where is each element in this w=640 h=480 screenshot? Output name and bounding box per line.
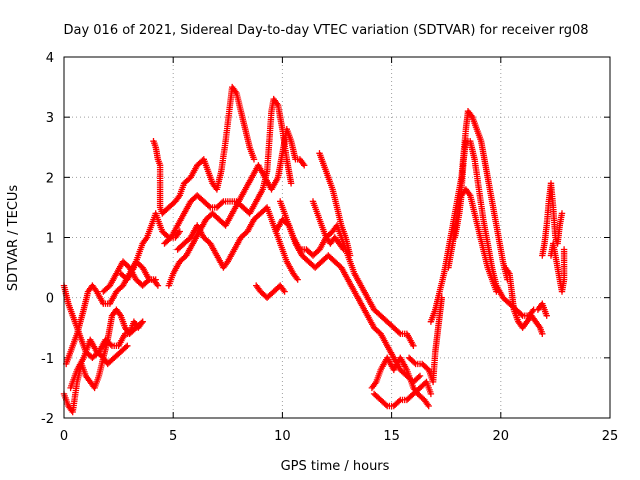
data-point [411,359,418,366]
plot-frame [63,56,611,419]
data-point [416,372,424,380]
data-point [107,341,114,348]
data-point [543,312,550,319]
x-axis-ticks: 0 5 10 15 20 25 [60,57,618,444]
data-point [294,276,301,283]
y-axis-label: SDTVAR / TECUs [6,185,21,292]
y-tick-label: 4 [46,51,54,66]
data-point [539,330,546,337]
x-tick-label: 5 [169,429,177,444]
data-point [152,276,159,283]
data-point [250,156,258,163]
chart-title: Day 016 of 2021, Sidereal Day-to-day VTE… [63,23,588,38]
data-point [395,329,403,336]
data-point [281,288,288,295]
y-tick-label: 1 [46,232,54,247]
data-point [410,342,417,349]
y-tick-label: 3 [46,111,54,126]
data-point [395,398,403,405]
x-tick-label: 10 [274,429,291,444]
data-point [518,311,525,318]
data-points [60,83,568,416]
data-point [122,343,130,351]
data-point [493,288,500,295]
data-point [139,318,146,325]
data-point [176,228,183,235]
data-point [558,210,566,217]
data-point [205,203,213,210]
x-tick-label: 0 [60,429,68,444]
x-tick-label: 20 [493,429,510,444]
data-point [301,162,308,169]
data-point [560,246,568,253]
y-tick-label: -2 [41,412,54,427]
data-point [144,277,152,284]
y-tick-label: 2 [46,171,54,186]
data-point [154,282,162,289]
x-axis-label: GPS time / hours [281,459,390,474]
x-tick-label: 25 [602,429,619,444]
y-tick-label: -1 [41,352,54,367]
data-point [425,402,432,410]
data-point [346,252,354,259]
x-tick-label: 15 [383,429,400,444]
data-point [218,199,226,206]
data-point [124,342,131,349]
data-point [427,390,435,398]
data-point [382,401,390,408]
data-point [415,373,422,381]
y-tick-label: 0 [46,292,54,307]
data-point [287,180,295,187]
